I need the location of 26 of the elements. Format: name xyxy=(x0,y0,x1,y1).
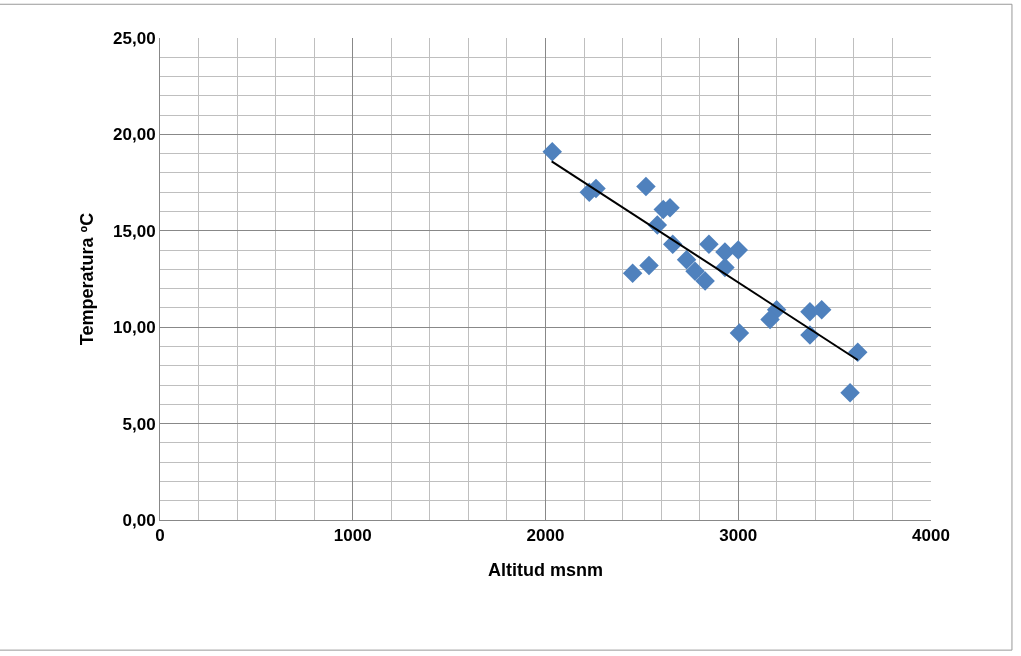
x-tick-label: 3000 xyxy=(719,526,758,546)
y-axis-title: Temperatura ºC xyxy=(77,212,98,346)
point xyxy=(695,271,715,291)
y-tick-label: 0,00 xyxy=(122,510,156,530)
point xyxy=(729,323,750,343)
x-axis-title: Altitud msnm xyxy=(488,559,603,580)
x-tick-label: 4000 xyxy=(912,526,950,546)
x-tick-label: 1000 xyxy=(333,526,372,546)
point xyxy=(639,255,659,276)
y-tick-label: 10,00 xyxy=(113,318,156,338)
y-tick-label: 5,00 xyxy=(122,414,156,434)
y-tick-label: 15,00 xyxy=(113,221,156,241)
point xyxy=(699,234,719,255)
point xyxy=(542,142,562,162)
point xyxy=(636,176,656,197)
y-tick-label: 25,00 xyxy=(113,28,156,48)
x-tick-label: 2000 xyxy=(526,526,565,546)
point xyxy=(622,263,643,283)
y-tick-label: 20,00 xyxy=(113,125,156,145)
point xyxy=(848,342,868,363)
x-tick-label: 0 xyxy=(155,526,165,546)
point xyxy=(685,261,705,282)
point xyxy=(676,249,697,270)
point xyxy=(728,240,748,260)
point xyxy=(840,383,860,403)
point xyxy=(760,309,780,330)
